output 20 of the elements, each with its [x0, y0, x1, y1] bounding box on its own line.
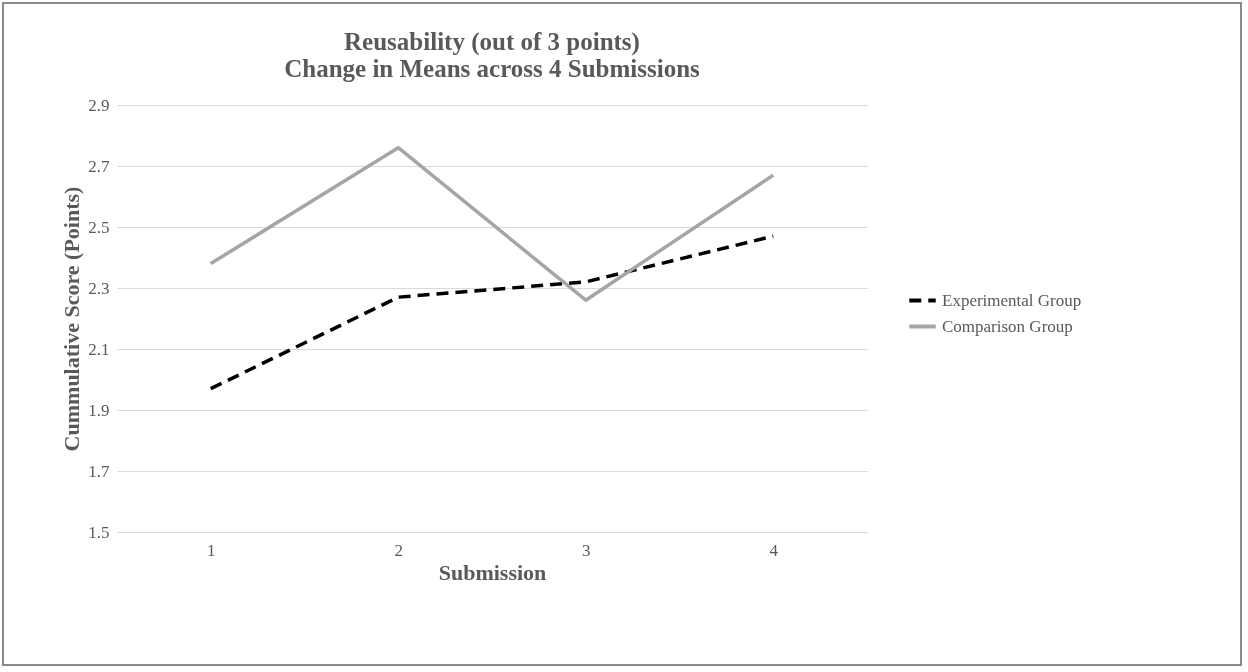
- y-tick-label: 2.9: [88, 95, 110, 115]
- line-series: [209, 234, 775, 391]
- chart-title: Reusability (out of 3 points): [344, 28, 640, 56]
- line-series: [209, 145, 775, 302]
- y-tick-label: 1.9: [88, 400, 110, 420]
- y-axis-title: Cummulative Score (Points): [59, 186, 85, 452]
- y-tick-label: 2.1: [88, 339, 110, 359]
- y-tick-label: 2.7: [88, 156, 110, 176]
- y-tick-label: 2.5: [88, 217, 110, 237]
- x-tick-label: 1: [207, 540, 216, 560]
- y-tick-label: 1.5: [88, 522, 110, 542]
- y-tick-label: 2.3: [88, 278, 110, 298]
- x-tick-label: 2: [394, 540, 403, 560]
- x-tick-label: 3: [582, 540, 591, 560]
- y-tick-label: 1.7: [88, 461, 110, 481]
- chart-subtitle: Change in Means across 4 Submissions: [284, 55, 701, 82]
- legend-label: Experimental Group: [942, 290, 1082, 310]
- legend-label: Comparison Group: [942, 316, 1073, 336]
- x-axis-title: Submission: [438, 559, 547, 585]
- x-tick-label: 4: [769, 540, 779, 560]
